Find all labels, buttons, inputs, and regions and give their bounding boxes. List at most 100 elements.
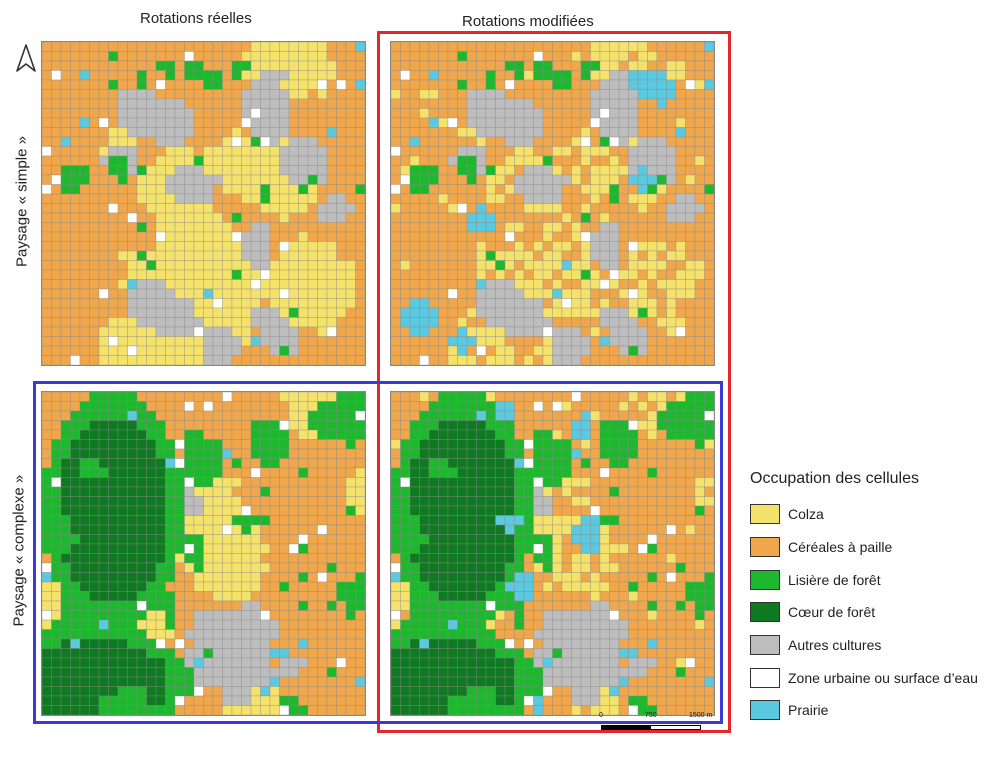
grid-cell bbox=[428, 600, 439, 611]
grid-cell bbox=[466, 610, 477, 621]
grid-cell bbox=[694, 108, 705, 119]
grid-cell bbox=[336, 336, 347, 347]
grid-cell bbox=[561, 448, 572, 459]
grid-cell bbox=[391, 51, 401, 62]
grid-cell bbox=[523, 127, 534, 138]
grid-cell bbox=[466, 89, 477, 100]
grid-cell bbox=[193, 165, 204, 176]
grid-cell bbox=[666, 401, 677, 412]
grid-cell bbox=[155, 610, 166, 621]
grid-cell bbox=[485, 553, 496, 564]
grid-cell bbox=[618, 486, 629, 497]
grid-cell bbox=[504, 174, 515, 185]
grid-cell bbox=[466, 260, 477, 271]
grid-cell bbox=[250, 98, 261, 109]
grid-cell bbox=[552, 98, 563, 109]
grid-cell bbox=[184, 136, 195, 147]
grid-cell bbox=[504, 317, 515, 328]
grid-cell bbox=[447, 667, 458, 678]
grid-cell bbox=[317, 572, 328, 583]
grid-cell bbox=[447, 392, 458, 402]
grid-cell bbox=[637, 317, 648, 328]
grid-cell bbox=[552, 269, 563, 280]
grid-cell bbox=[666, 355, 677, 365]
grid-cell bbox=[326, 496, 337, 507]
grid-cell bbox=[419, 307, 430, 318]
grid-cell bbox=[174, 241, 185, 252]
grid-cell bbox=[466, 401, 477, 412]
grid-cell bbox=[609, 89, 620, 100]
grid-cell bbox=[647, 250, 658, 261]
grid-cell bbox=[666, 345, 677, 356]
grid-cell bbox=[495, 98, 506, 109]
grid-cell bbox=[504, 203, 515, 214]
grid-cell bbox=[307, 127, 318, 138]
grid-cell bbox=[495, 401, 506, 412]
grid-cell bbox=[391, 686, 401, 697]
grid-cell bbox=[675, 524, 686, 535]
grid-cell bbox=[260, 572, 271, 583]
grid-cell bbox=[514, 410, 525, 421]
grid-cell bbox=[666, 146, 677, 157]
grid-cell bbox=[288, 657, 299, 668]
grid-cell bbox=[485, 51, 496, 62]
grid-cell bbox=[108, 222, 119, 233]
grid-cell bbox=[307, 279, 318, 290]
grid-cell bbox=[269, 676, 280, 687]
grid-cell bbox=[117, 515, 128, 526]
legend-label: Cœur de forêt bbox=[788, 604, 876, 621]
grid-cell bbox=[618, 260, 629, 271]
grid-cell bbox=[42, 146, 52, 157]
grid-cell bbox=[174, 458, 185, 469]
grid-cell bbox=[355, 686, 365, 697]
grid-cell bbox=[609, 250, 620, 261]
grid-cell bbox=[694, 212, 705, 223]
grid-cell bbox=[317, 184, 328, 195]
grid-cell bbox=[203, 260, 214, 271]
grid-cell bbox=[212, 648, 223, 659]
grid-cell bbox=[165, 448, 176, 459]
grid-cell bbox=[146, 600, 157, 611]
grid-cell bbox=[514, 326, 525, 337]
grid-cell bbox=[590, 467, 601, 478]
grid-cell bbox=[542, 439, 553, 450]
grid-cell bbox=[117, 581, 128, 592]
grid-cell bbox=[222, 648, 233, 659]
grid-cell bbox=[355, 241, 365, 252]
grid-cell bbox=[438, 79, 449, 90]
grid-cell bbox=[326, 60, 337, 71]
grid-cell bbox=[400, 79, 411, 90]
grid-cell bbox=[400, 260, 411, 271]
grid-cell bbox=[345, 467, 356, 478]
grid-cell bbox=[165, 60, 176, 71]
grid-cell bbox=[476, 345, 487, 356]
grid-cell bbox=[212, 600, 223, 611]
grid-cell bbox=[127, 222, 138, 233]
grid-cell bbox=[618, 458, 629, 469]
grid-cell bbox=[165, 439, 176, 450]
grid-cell bbox=[193, 676, 204, 687]
grid-cell bbox=[438, 410, 449, 421]
grid-cell bbox=[495, 60, 506, 71]
grid-cell bbox=[485, 562, 496, 573]
grid-cell bbox=[428, 288, 439, 299]
grid-cell bbox=[694, 336, 705, 347]
grid-cell bbox=[514, 250, 525, 261]
grid-cell bbox=[155, 629, 166, 640]
grid-cell bbox=[203, 562, 214, 573]
grid-cell bbox=[279, 572, 290, 583]
grid-cell bbox=[336, 534, 347, 545]
grid-cell bbox=[419, 686, 430, 697]
grid-cell bbox=[457, 269, 468, 280]
grid-cell bbox=[504, 420, 515, 431]
grid-cell bbox=[336, 117, 347, 128]
grid-cell bbox=[70, 515, 81, 526]
grid-cell bbox=[694, 193, 705, 204]
grid-cell bbox=[400, 326, 411, 337]
grid-cell bbox=[307, 420, 318, 431]
grid-cell bbox=[60, 279, 71, 290]
grid-cell bbox=[647, 127, 658, 138]
grid-cell bbox=[457, 89, 468, 100]
grid-cell bbox=[279, 51, 290, 62]
grid-cell bbox=[136, 127, 147, 138]
